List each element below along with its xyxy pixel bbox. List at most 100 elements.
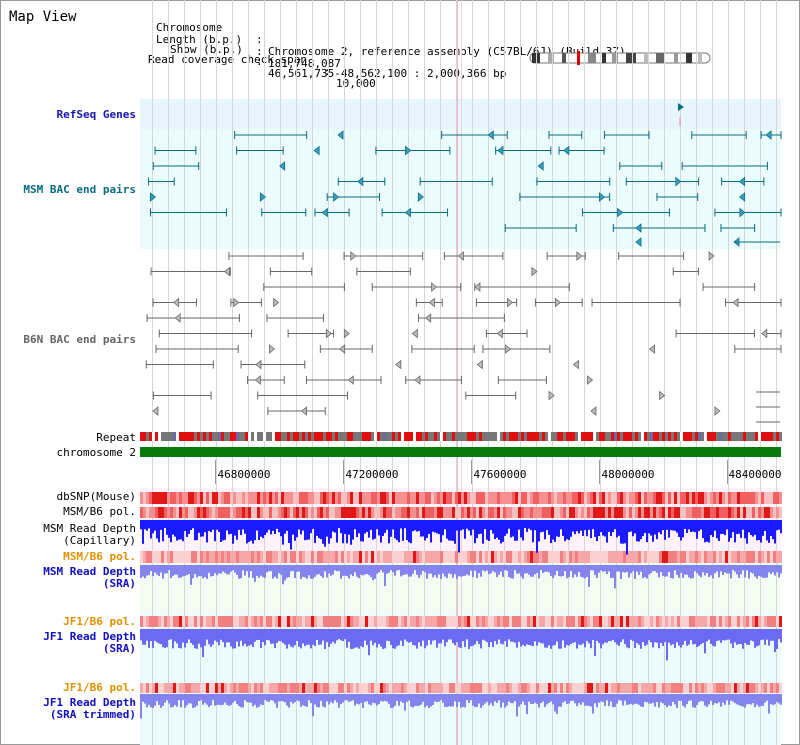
- depth-bar: [312, 694, 314, 717]
- depth-bar: [182, 520, 184, 542]
- chromosome-ideogram[interactable]: [528, 51, 712, 65]
- depth-bar: [714, 629, 716, 647]
- b6n-bac-label[interactable]: B6N BAC end pairs: [23, 333, 136, 346]
- depth-bar: [496, 520, 498, 538]
- depth-bar: [602, 520, 604, 536]
- depth-bar: [208, 694, 210, 707]
- depth-bar: [306, 520, 308, 540]
- polymorphism-cell: [620, 616, 623, 627]
- polymorphism-cell: [194, 507, 197, 518]
- polymorphism-cell: [605, 551, 608, 563]
- polymorphism-cell: [680, 683, 683, 693]
- polymorphism-cell: [458, 492, 461, 504]
- depth-bar: [428, 520, 430, 534]
- depth-bar: [562, 629, 564, 641]
- depth-bar: [262, 520, 264, 539]
- polymorphism-cell: [512, 616, 515, 627]
- polymorphism-cell: [548, 551, 551, 563]
- polymorphism-cell: [548, 616, 551, 627]
- polymorphism-cell: [476, 616, 479, 627]
- ruler-tick-3: [471, 460, 472, 484]
- depth-bar: [444, 520, 446, 530]
- polymorphism-cell: [644, 551, 647, 563]
- depth-bar: [730, 565, 732, 579]
- repeat-segment: [233, 432, 236, 441]
- repeat-segment: [374, 432, 377, 441]
- bac-end-arrow: [325, 328, 332, 339]
- depth-bar: [400, 629, 402, 641]
- polymorphism-cell: [626, 492, 629, 504]
- polymorphism-cell: [662, 683, 665, 693]
- depth-bar: [232, 565, 234, 571]
- polymorphism-cell: [338, 616, 341, 627]
- refseq-genes-label[interactable]: RefSeq Genes: [56, 108, 136, 121]
- polymorphism-cell: [158, 616, 161, 627]
- depth-bar: [230, 565, 232, 572]
- polymorphism-cell: [533, 616, 536, 627]
- depth-bar: [370, 629, 372, 641]
- depth-bar: [302, 520, 304, 531]
- depth-bar: [340, 520, 342, 534]
- polymorphism-cell: [245, 507, 248, 518]
- depth-bar: [516, 694, 518, 717]
- depth-bar: [376, 520, 378, 530]
- depth-bar: [544, 694, 546, 707]
- polymorphism-cell: [425, 507, 428, 518]
- depth-bar: [450, 694, 452, 707]
- jf1-read-depth-trimmed-label[interactable]: JF1 Read Depth (SRA trimmed): [0, 697, 136, 721]
- polymorphism-cell: [578, 507, 581, 518]
- depth-bar: [370, 694, 372, 706]
- depth-bar: [534, 565, 536, 575]
- polymorphism-cell: [653, 683, 656, 693]
- polymorphism-cell: [272, 492, 275, 504]
- depth-bar: [600, 565, 602, 571]
- info-row-length: Length (b.p.) : 181,748,087: [148, 22, 748, 70]
- polymorphism-cell: [182, 492, 185, 504]
- repeat-segment: [692, 432, 695, 441]
- depth-bar: [344, 520, 346, 534]
- depth-bar: [590, 565, 592, 571]
- depth-bar: [742, 565, 744, 571]
- depth-bar: [576, 694, 578, 707]
- msm-pol-label-1[interactable]: MSM/B6 pol.: [63, 505, 136, 518]
- bac-end-arrow: [255, 359, 262, 370]
- repeat-segment: [764, 432, 767, 441]
- msm-read-depth-capillary-label[interactable]: MSM Read Depth (Capillary): [0, 523, 136, 547]
- depth-bar: [686, 520, 688, 533]
- chromosome-label[interactable]: chromosome 2: [56, 446, 136, 459]
- polymorphism-cell: [341, 616, 344, 627]
- polymorphism-cell: [530, 616, 533, 627]
- depth-bar: [234, 520, 236, 536]
- depth-bar: [288, 520, 290, 543]
- depth-bar: [598, 565, 600, 573]
- repeat-label[interactable]: Repeat: [96, 431, 136, 444]
- polymorphism-cell: [311, 683, 314, 693]
- msm-bac-label[interactable]: MSM BAC end pairs: [23, 183, 136, 196]
- grid-line: [648, 0, 649, 745]
- depth-bar: [692, 694, 694, 708]
- polymorphism-cell: [779, 616, 782, 627]
- refseq-gene-arrow[interactable]: [678, 103, 684, 111]
- depth-bar: [540, 520, 542, 533]
- polymorphism-cell: [461, 616, 464, 627]
- msm-pol-label-2[interactable]: MSM/B6 pol.: [63, 550, 136, 563]
- bac-end-arrow: [635, 237, 642, 247]
- polymorphism-cell: [431, 507, 434, 518]
- msm-read-depth-sra-label[interactable]: MSM Read Depth (SRA): [0, 566, 136, 590]
- chromosome-bar[interactable]: [140, 447, 781, 457]
- jf1-pol-label-2[interactable]: JF1/B6 pol.: [63, 681, 136, 694]
- polymorphism-cell: [227, 507, 230, 518]
- depth-bar: [282, 629, 284, 644]
- depth-bar: [600, 694, 602, 702]
- depth-bar: [430, 629, 432, 645]
- depth-bar: [200, 694, 202, 701]
- depth-bar: [276, 520, 278, 529]
- depth-bar: [624, 565, 626, 573]
- dbsnp-label[interactable]: dbSNP(Mouse): [56, 490, 136, 503]
- jf1-read-depth-label[interactable]: JF1 Read Depth (SRA): [0, 631, 136, 655]
- depth-bar: [572, 520, 574, 532]
- jf1-pol-label-1[interactable]: JF1/B6 pol.: [63, 615, 136, 628]
- depth-bar: [222, 629, 224, 643]
- depth-bar: [676, 694, 678, 708]
